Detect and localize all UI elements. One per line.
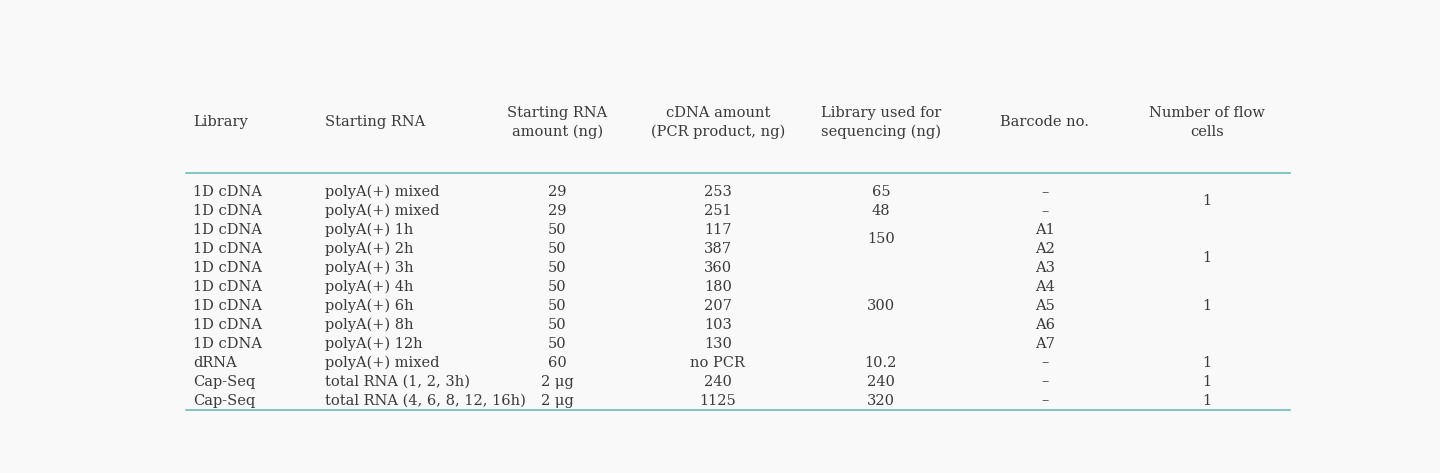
Text: 180: 180 — [704, 280, 732, 294]
Text: Barcode no.: Barcode no. — [1001, 115, 1089, 129]
Text: 60: 60 — [547, 356, 566, 369]
Text: Cap-Seq: Cap-Seq — [193, 375, 256, 389]
Text: total RNA (1, 2, 3h): total RNA (1, 2, 3h) — [325, 375, 469, 389]
Text: –: – — [1041, 394, 1048, 408]
Text: 50: 50 — [547, 280, 566, 294]
Text: polyA(+) 6h: polyA(+) 6h — [325, 298, 413, 313]
Text: dRNA: dRNA — [193, 356, 238, 369]
Text: A4: A4 — [1035, 280, 1056, 294]
Text: A5: A5 — [1035, 299, 1056, 313]
Text: 50: 50 — [547, 242, 566, 256]
Text: 387: 387 — [704, 242, 732, 256]
Text: 240: 240 — [704, 375, 732, 389]
Text: 253: 253 — [704, 185, 732, 199]
Text: 1D cDNA: 1D cDNA — [193, 261, 262, 275]
Text: polyA(+) 2h: polyA(+) 2h — [325, 242, 413, 256]
Text: cDNA amount
(PCR product, ng): cDNA amount (PCR product, ng) — [651, 106, 785, 139]
Text: polyA(+) 3h: polyA(+) 3h — [325, 261, 413, 275]
Text: Cap-Seq: Cap-Seq — [193, 394, 256, 408]
Text: 251: 251 — [704, 204, 732, 218]
Text: 1: 1 — [1202, 394, 1211, 408]
Text: 150: 150 — [867, 232, 894, 246]
Text: 1: 1 — [1202, 299, 1211, 313]
Text: 1125: 1125 — [700, 394, 736, 408]
Text: 1D cDNA: 1D cDNA — [193, 337, 262, 350]
Text: total RNA (4, 6, 8, 12, 16h): total RNA (4, 6, 8, 12, 16h) — [325, 394, 526, 408]
Text: 1: 1 — [1202, 251, 1211, 265]
Text: polyA(+) 1h: polyA(+) 1h — [325, 223, 413, 237]
Text: 10.2: 10.2 — [864, 356, 897, 369]
Text: 2 μg: 2 μg — [541, 375, 573, 389]
Text: –: – — [1041, 204, 1048, 218]
Text: polyA(+) 4h: polyA(+) 4h — [325, 280, 413, 294]
Text: polyA(+) mixed: polyA(+) mixed — [325, 204, 439, 218]
Text: 50: 50 — [547, 318, 566, 332]
Text: 207: 207 — [704, 299, 732, 313]
Text: 1: 1 — [1202, 356, 1211, 369]
Text: Library used for
sequencing (ng): Library used for sequencing (ng) — [821, 106, 940, 139]
Text: Starting RNA
amount (ng): Starting RNA amount (ng) — [507, 106, 608, 139]
Text: A6: A6 — [1035, 318, 1056, 332]
Text: A2: A2 — [1035, 242, 1056, 256]
Text: 50: 50 — [547, 223, 566, 237]
Text: polyA(+) mixed: polyA(+) mixed — [325, 355, 439, 370]
Text: 2 μg: 2 μg — [541, 394, 573, 408]
Text: 29: 29 — [549, 185, 566, 199]
Text: 48: 48 — [871, 204, 890, 218]
Text: 1: 1 — [1202, 194, 1211, 209]
Text: polyA(+) 12h: polyA(+) 12h — [325, 336, 423, 351]
Text: 29: 29 — [549, 204, 566, 218]
Text: A3: A3 — [1035, 261, 1056, 275]
Text: 1D cDNA: 1D cDNA — [193, 185, 262, 199]
Text: 65: 65 — [871, 185, 890, 199]
Text: –: – — [1041, 356, 1048, 369]
Text: –: – — [1041, 185, 1048, 199]
Text: 1D cDNA: 1D cDNA — [193, 318, 262, 332]
Text: 1D cDNA: 1D cDNA — [193, 223, 262, 237]
Text: 1D cDNA: 1D cDNA — [193, 242, 262, 256]
Text: 320: 320 — [867, 394, 894, 408]
Text: no PCR: no PCR — [690, 356, 746, 369]
Text: 1D cDNA: 1D cDNA — [193, 299, 262, 313]
Text: 300: 300 — [867, 299, 894, 313]
Text: 360: 360 — [704, 261, 732, 275]
Text: A1: A1 — [1035, 223, 1054, 237]
Text: polyA(+) 8h: polyA(+) 8h — [325, 317, 413, 332]
Text: 50: 50 — [547, 299, 566, 313]
Text: A7: A7 — [1035, 337, 1056, 350]
Text: 50: 50 — [547, 337, 566, 350]
Text: 1: 1 — [1202, 375, 1211, 389]
Text: 1D cDNA: 1D cDNA — [193, 280, 262, 294]
Text: 1D cDNA: 1D cDNA — [193, 204, 262, 218]
Text: Number of flow
cells: Number of flow cells — [1149, 106, 1264, 139]
Text: 50: 50 — [547, 261, 566, 275]
Text: 240: 240 — [867, 375, 894, 389]
Text: Starting RNA: Starting RNA — [325, 115, 425, 129]
Text: 130: 130 — [704, 337, 732, 350]
Text: 103: 103 — [704, 318, 732, 332]
Text: 117: 117 — [704, 223, 732, 237]
Text: polyA(+) mixed: polyA(+) mixed — [325, 184, 439, 199]
Text: –: – — [1041, 375, 1048, 389]
Text: Library: Library — [193, 115, 248, 129]
